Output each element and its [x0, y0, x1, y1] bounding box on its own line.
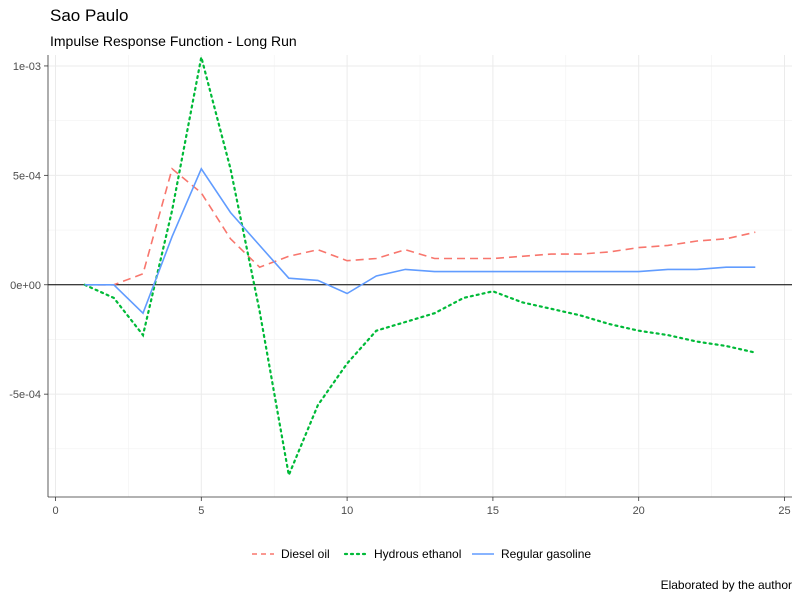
y-axis-ticks: -5e-04 0e+00 5e-04 1e-03 [9, 61, 48, 401]
series-line-1 [83, 56, 757, 479]
legend-label-0: Diesel oil [281, 547, 330, 561]
chart-title: Sao Paulo [50, 6, 129, 25]
legend-label-1: Hydrous ethanol [374, 547, 461, 561]
x-tick-label: 15 [487, 505, 499, 517]
x-tick-label: 20 [633, 505, 645, 517]
x-tick-label: 25 [778, 505, 790, 517]
series-lines [83, 56, 757, 479]
x-tick-label: 10 [341, 505, 353, 517]
x-tick-label: 0 [52, 505, 58, 517]
series-line-0 [84, 167, 756, 286]
y-tick-label: -5e-04 [9, 389, 41, 401]
x-axis-ticks: 0 5 10 15 20 25 [52, 497, 791, 517]
chart-subtitle: Impulse Response Function - Long Run [50, 33, 297, 49]
grid-lines [48, 55, 792, 497]
y-tick-label: 1e-03 [13, 61, 41, 73]
chart-caption: Elaborated by the author [660, 578, 792, 592]
legend: Diesel oil Hydrous ethanol Regular gasolin… [252, 547, 591, 561]
legend-label-2: Regular gasoline [501, 547, 591, 561]
x-tick-label: 5 [198, 505, 204, 517]
series-line-2 [84, 167, 756, 315]
y-tick-label: 0e+00 [10, 280, 41, 292]
y-tick-label: 5e-04 [13, 170, 41, 182]
